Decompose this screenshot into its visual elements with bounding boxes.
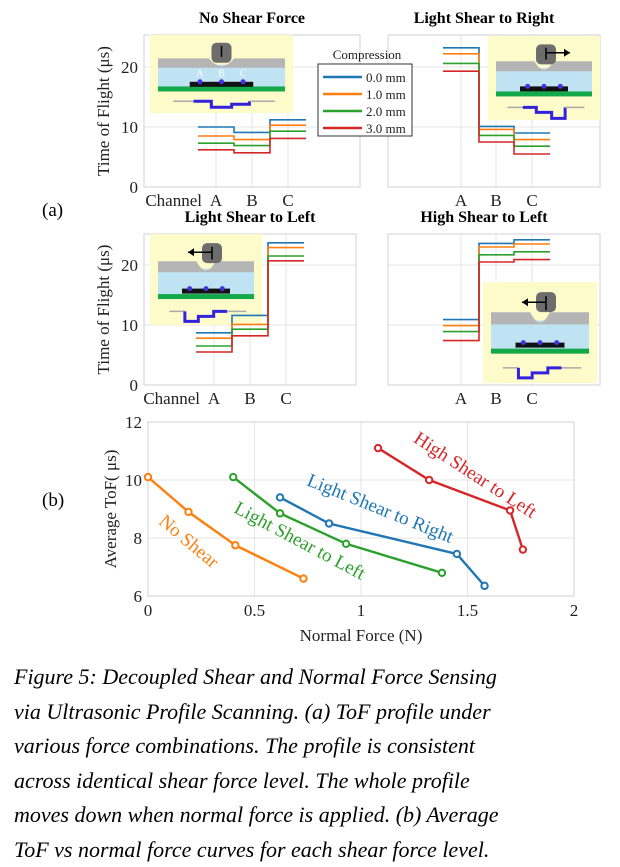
caption-line: across identical shear force level. The … [14, 764, 614, 799]
data-point [343, 541, 349, 547]
panel-title: High Shear to Left [420, 209, 548, 226]
x-tick-label: 1 [357, 601, 366, 620]
legend-entry: 1.0 mm [366, 87, 406, 102]
compression-legend: Compression 0.0 mm 1.0 mm 2.0 mm 3.0 mm [318, 47, 412, 136]
data-point [454, 551, 460, 557]
inset-channel-label: C [240, 68, 247, 79]
channel-dot [197, 79, 202, 84]
x-tick-label: B [244, 389, 255, 408]
y-tick-label: 20 [121, 256, 138, 275]
data-point [277, 510, 283, 516]
tof-panel-3: High Shear to Left A B C [388, 209, 600, 408]
caption-line: via Ultrasonic Profile Scanning. (a) ToF… [14, 695, 614, 730]
series-2: Light Shear to Right [277, 470, 488, 589]
x-tick-label: 2 [570, 601, 579, 620]
x-tick-label: 0 [144, 601, 153, 620]
pcb-layer [496, 91, 592, 96]
caption-line: moves down when normal force is applied.… [14, 798, 614, 833]
data-point [230, 474, 236, 480]
panel-title: No Shear Force [199, 10, 305, 27]
channel-dot [538, 340, 543, 345]
data-point [232, 542, 238, 548]
y-tick-label: 10 [121, 118, 138, 137]
caption-line: various force combinations. The profile … [14, 729, 614, 764]
channel-label: Channel [143, 389, 200, 408]
x-axis-label: Normal Force (N) [300, 626, 423, 645]
y-tick-label: 10 [121, 316, 138, 335]
channel-dot [241, 79, 246, 84]
inset-channel-label: A [196, 68, 204, 79]
pcb-layer [158, 294, 254, 299]
panel-title: Light Shear to Right [414, 10, 555, 27]
series-label: No Shear [155, 511, 224, 573]
sensor-schematic-inset: A B C [150, 35, 293, 113]
y-tick-label: 0 [130, 178, 139, 197]
y-tick-label: 0 [130, 376, 139, 395]
data-point [426, 477, 432, 483]
avg-tof-chart: 0 0.5 1 1.5 2 6 8 10 12 Normal Force (N) Average T… [101, 413, 578, 645]
figure-caption: Figure 5: Decoupled Shear and Normal For… [14, 660, 614, 867]
x-tick-label: B [490, 191, 501, 210]
y-tick-label: 20 [121, 58, 138, 77]
data-point [277, 494, 283, 500]
data-point [185, 509, 191, 515]
data-point [375, 445, 381, 451]
sensor-schematic-inset [483, 282, 597, 383]
caption-line: Figure 5: Decoupled Shear and Normal For… [14, 660, 614, 695]
caption-line: ToF vs normal force curves for each shea… [14, 833, 614, 867]
x-tick-label: 1.5 [457, 601, 478, 620]
data-point [520, 546, 526, 552]
tof-panel-1: Light Shear to Right A B C [388, 10, 600, 210]
pcb-layer [491, 349, 589, 354]
inset-channel-label: B [218, 68, 225, 79]
data-point [481, 583, 487, 589]
x-tick-label: B [246, 191, 257, 210]
y-tick-label: 10 [125, 471, 142, 490]
panel-a-label: (a) [42, 200, 63, 221]
legend-entry: 2.0 mm [366, 104, 406, 119]
series-label: High Shear to Left [410, 428, 541, 523]
y-axis-label: Time of Flight (μs) [94, 245, 113, 375]
x-tick-label: A [455, 191, 468, 210]
channel-dot [525, 84, 530, 89]
legend-entry: 0.0 mm [366, 70, 406, 85]
x-tick-label: A [210, 191, 223, 210]
legend-entry: 3.0 mm [366, 121, 406, 136]
series-3: High Shear to Left [375, 428, 541, 553]
x-tick-label: A [208, 389, 221, 408]
y-tick-label: 6 [134, 587, 143, 606]
channel-dot [187, 286, 192, 291]
y-tick-label: 8 [134, 529, 143, 548]
panel-b-label: (b) [42, 490, 64, 511]
x-tick-label: C [282, 191, 293, 210]
x-tick-label: C [526, 389, 537, 408]
channel-label: Channel [145, 191, 202, 210]
data-point [326, 520, 332, 526]
y-tick-label: 12 [125, 413, 142, 432]
channel-dot [521, 340, 526, 345]
y-axis-label: Average ToF( μs) [101, 450, 120, 569]
pcb-layer [158, 86, 285, 91]
panel-title: Light Shear to Left [185, 209, 316, 226]
channel-dot [220, 286, 225, 291]
data-point [439, 570, 445, 576]
x-tick-label: C [526, 191, 537, 210]
x-tick-label: C [280, 389, 291, 408]
x-tick-label: 0.5 [244, 601, 265, 620]
x-tick-label: B [490, 389, 501, 408]
y-axis-label: Time of Flight (μs) [94, 46, 113, 176]
sensor-schematic-inset [488, 36, 600, 120]
data-point [145, 474, 151, 480]
data-point [300, 575, 306, 581]
channel-dot [219, 79, 224, 84]
channel-dot [204, 286, 209, 291]
x-tick-label: A [455, 389, 468, 408]
channel-dot [542, 84, 547, 89]
sensor-schematic-inset [150, 234, 262, 325]
channel-dot [554, 340, 559, 345]
channel-dot [558, 84, 563, 89]
legend-title: Compression [333, 47, 402, 62]
